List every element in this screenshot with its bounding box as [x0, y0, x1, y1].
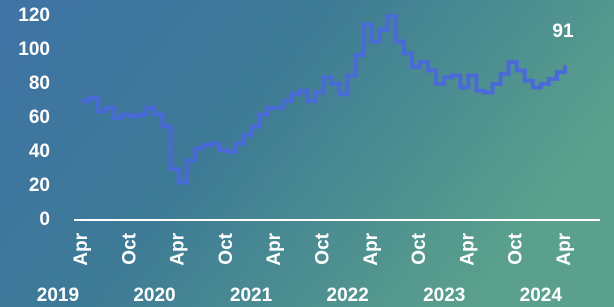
y-tick-label: 80 [29, 73, 50, 94]
x-tick-label: Oct [216, 232, 237, 264]
y-tick-label: 60 [29, 107, 50, 128]
year-label: 2019 [37, 285, 79, 306]
x-tick-label: Oct [506, 232, 527, 264]
y-tick-label: 0 [39, 209, 50, 230]
annotation: 91 [552, 21, 574, 42]
year-label: 2022 [327, 285, 369, 306]
x-tick-label: Apr [457, 232, 478, 265]
x-tick-label: Oct [409, 232, 430, 264]
x-tick-label: Apr [554, 232, 575, 265]
year-label: 2021 [230, 285, 273, 306]
x-tick-label: Apr [264, 232, 285, 265]
y-tick-label: 20 [29, 175, 50, 196]
x-tick-label: Apr [361, 232, 382, 265]
x-tick-label: Apr [168, 232, 189, 265]
x-tick-label: Oct [119, 232, 140, 264]
year-label: 2023 [423, 285, 465, 306]
y-tick-label: 100 [18, 39, 50, 60]
page: {"chart_data": {"type": "line", "step": … [0, 0, 614, 307]
year-label: 2024 [520, 285, 563, 306]
year-label: 2020 [133, 285, 175, 306]
chart: 91 0 20 40 60 80 100 120 Apr Oct Apr Oct Apr Oct Apr O… [0, 0, 614, 307]
y-tick-label: 120 [18, 5, 50, 26]
x-tick-label: Oct [313, 232, 334, 264]
y-tick-label: 40 [29, 141, 50, 162]
x-tick-label: Apr [71, 232, 92, 265]
